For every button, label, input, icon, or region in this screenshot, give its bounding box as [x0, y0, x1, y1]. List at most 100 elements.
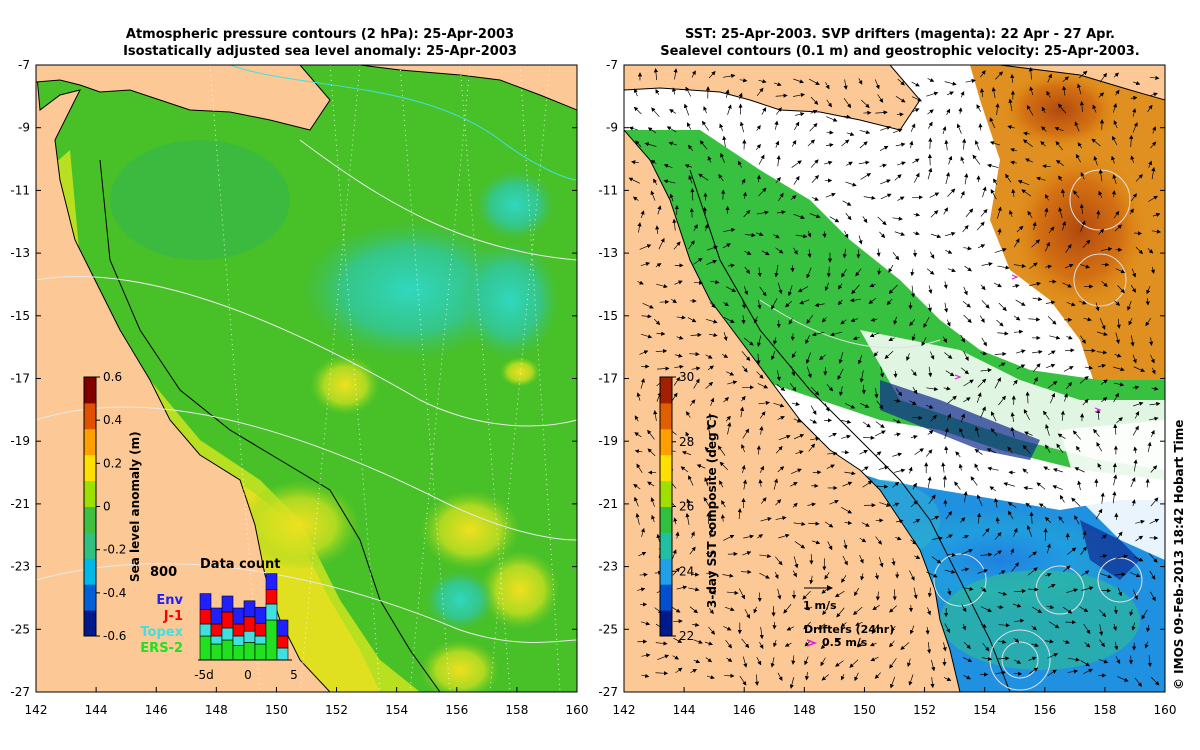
velocity-arrow — [680, 466, 689, 473]
velocity-arrow — [840, 674, 845, 681]
velocity-arrow — [929, 351, 935, 360]
velocity-arrow — [1012, 379, 1018, 386]
velocity-arrow — [830, 331, 843, 337]
data-count-bar-segment — [232, 623, 245, 637]
velocity-arrow — [773, 234, 780, 239]
velocity-arrow — [913, 587, 918, 600]
velocity-arrow — [964, 265, 972, 272]
velocity-arrow — [1134, 556, 1144, 562]
velocity-arrow — [996, 206, 1002, 219]
velocity-arrow — [1082, 530, 1087, 540]
velocity-arrow — [672, 549, 677, 560]
velocity-arrow — [1028, 667, 1039, 674]
x-tick-label: 144 — [85, 703, 108, 717]
velocity-arrow — [943, 386, 951, 391]
velocity-arrow — [1111, 155, 1116, 164]
velocity-arrow — [1150, 266, 1155, 274]
velocity-arrow — [706, 425, 711, 436]
velocity-arrow — [1045, 572, 1052, 577]
velocity-arrow — [993, 282, 1002, 288]
velocity-arrow — [804, 656, 809, 666]
velocity-arrow — [693, 224, 698, 232]
velocity-arrow — [1100, 492, 1105, 504]
colorbar-segment — [660, 558, 672, 585]
velocity-arrow — [1113, 210, 1120, 219]
velocity-arrow — [756, 210, 769, 215]
velocity-arrow — [708, 626, 716, 635]
velocity-arrow — [689, 546, 696, 555]
right-map-title-line1: SST: 25-Apr-2003. SVP drifters (magenta)… — [685, 27, 1115, 42]
velocity-arrow — [928, 494, 936, 504]
velocity-arrow — [1077, 142, 1083, 149]
velocity-arrow — [685, 86, 692, 97]
velocity-arrow — [913, 172, 920, 183]
colorbar-tick-label: 30 — [679, 370, 694, 384]
velocity-arrow — [841, 450, 850, 455]
velocity-arrow — [655, 263, 662, 268]
velocity-arrow — [759, 641, 764, 650]
velocity-arrow — [892, 419, 902, 424]
velocity-arrow — [1009, 210, 1013, 218]
velocity-arrow — [688, 475, 694, 486]
velocity-arrow — [1023, 486, 1033, 491]
data-count-bar-segment — [221, 639, 234, 661]
velocity-arrow — [928, 366, 933, 378]
velocity-arrow — [977, 244, 986, 249]
velocity-arrow — [1112, 174, 1117, 185]
velocity-arrow — [824, 282, 829, 292]
x-tick-label: 156 — [1033, 703, 1056, 717]
velocity-arrow — [1062, 606, 1073, 614]
velocity-arrow — [693, 378, 700, 389]
colorbar-tick-label: 28 — [679, 435, 694, 449]
velocity-arrow — [689, 606, 698, 614]
velocity-arrow — [757, 300, 762, 310]
velocity-arrow — [1129, 134, 1134, 147]
velocity-arrow — [683, 103, 690, 116]
velocity-arrow — [893, 468, 906, 473]
velocity-arrow — [1115, 554, 1129, 559]
velocity-arrow — [704, 446, 711, 454]
yellow-eddy-3 — [420, 490, 520, 570]
velocity-arrow — [647, 448, 656, 457]
velocity-arrow — [698, 173, 709, 181]
velocity-arrow — [1130, 193, 1137, 202]
velocity-arrow — [727, 104, 732, 115]
colorbar-segment — [84, 506, 96, 533]
velocity-arrow — [723, 534, 735, 541]
velocity-arrow — [861, 466, 869, 472]
velocity-arrow — [910, 123, 916, 132]
velocity-arrow — [965, 208, 974, 218]
velocity-arrow — [914, 448, 924, 455]
velocity-arrow — [807, 230, 812, 238]
velocity-arrow — [931, 556, 942, 564]
velocity-arrow — [1075, 445, 1081, 453]
velocity-arrow — [825, 142, 834, 148]
png-land — [36, 65, 331, 131]
velocity-arrow — [1003, 482, 1016, 487]
velocity-arrow — [650, 190, 656, 201]
velocity-arrow — [842, 248, 847, 259]
velocity-arrow — [727, 551, 738, 557]
velocity-arrow — [1146, 624, 1151, 633]
left-colorbar-ticks: 0.6 0.4 0.2 0 -0.2 -0.4 -0.6 — [96, 370, 126, 643]
velocity-arrow — [1135, 519, 1145, 524]
velocity-arrow — [944, 445, 949, 454]
velocity-arrow — [976, 494, 983, 507]
velocity-arrow — [841, 419, 852, 424]
velocity-arrow — [1112, 135, 1118, 146]
velocity-arrow — [723, 332, 728, 342]
velocity-arrow — [1079, 376, 1089, 384]
velocity-arrow — [631, 160, 639, 165]
velocity-arrow — [1096, 350, 1108, 355]
velocity-arrow — [841, 139, 850, 147]
velocity-arrow — [853, 606, 863, 615]
velocity-arrow — [639, 350, 649, 355]
velocity-arrow — [810, 405, 817, 415]
velocity-arrow — [825, 82, 830, 90]
velocity-arrow — [927, 303, 932, 313]
data-count-bar-segment — [265, 603, 278, 621]
velocity-arrow — [737, 508, 742, 520]
velocity-arrow — [804, 672, 810, 681]
velocity-arrow — [719, 461, 729, 471]
velocity-arrow — [719, 123, 724, 132]
